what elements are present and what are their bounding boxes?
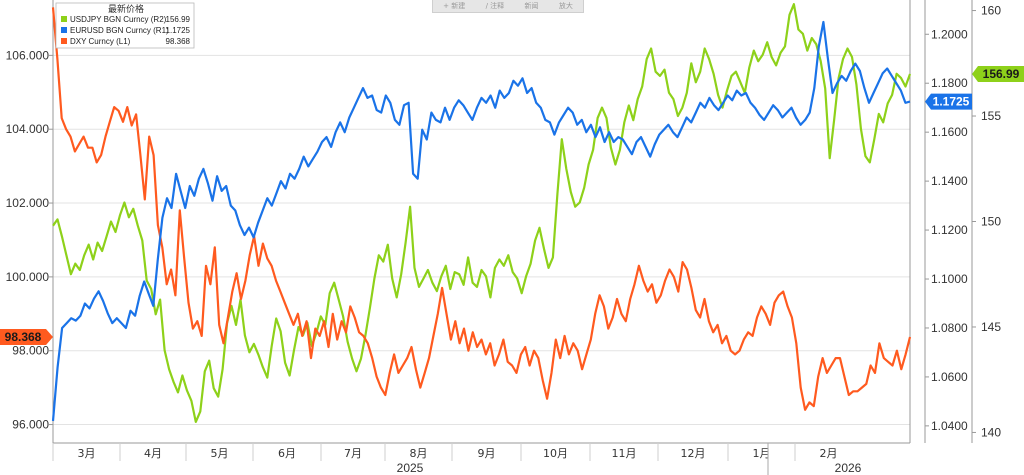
left-tick-label: 96.000 <box>12 418 49 432</box>
toolbar-news-button[interactable]: 新闻 <box>524 2 539 10</box>
eurusd-tick-label: 1.1800 <box>931 76 968 90</box>
x-tick-label: 9月 <box>478 447 496 460</box>
year-label-2025: 2025 <box>397 461 424 475</box>
left-tick-label: 106.000 <box>6 48 50 62</box>
x-tick-label: 1月 <box>753 447 771 460</box>
x-axis: 3月 4月 5月 6月 7月 8月 9月 10月 11月 12月 1月 2月 2025 2026 <box>52 442 910 475</box>
x-tick-label: 2月 <box>820 447 838 460</box>
chart-toolbar: + 新建 / 注释 新闻 放大 <box>432 0 584 13</box>
usdjpy-tick-label: 160 <box>981 4 1001 18</box>
usdjpy-tick-label: 155 <box>981 109 1001 123</box>
left-tick-label: 98.000 <box>12 344 49 358</box>
left-tick-label: 100.000 <box>6 270 50 284</box>
right-axis-eurusd: 1.2000 1.1800 1.1600 1.1400 1.1200 1.1000 1.08… <box>909 0 968 443</box>
x-tick-label: 4月 <box>144 447 162 460</box>
x-tick-label: 6月 <box>278 447 296 460</box>
right-axis-usdjpy: 160 155 150 145 140 <box>971 0 1001 443</box>
x-tick-label: 10月 <box>543 447 568 460</box>
eurusd-tick-label: 1.2000 <box>931 27 968 41</box>
legend: 最新价格 USDJPY BGN Curncy (R2) 156.99 EURUS… <box>55 2 195 49</box>
eurusd-tick-label: 1.1400 <box>931 174 968 188</box>
eurusd-tick-label: 1.1200 <box>931 223 968 237</box>
legend-value-dxy: 98.368 <box>166 37 191 46</box>
toolbar-annotate-button[interactable]: / 注释 <box>485 2 505 10</box>
usdjpy-end-tag <box>972 66 1024 83</box>
left-tick-label: 102.000 <box>6 196 50 210</box>
left-axis: 106.000 104.000 102.000 100.000 98.000 96.000 <box>6 0 54 443</box>
eurusd-tick-label: 1.0600 <box>931 370 968 384</box>
legend-value-usdjpy: 156.99 <box>166 15 191 24</box>
usdjpy-end-label: 156.99 <box>983 67 1020 81</box>
eurusd-tick-label: 1.1600 <box>931 125 968 139</box>
x-tick-label: 7月 <box>344 447 362 460</box>
series-layer <box>51 3 912 423</box>
usdjpy-tick-label: 145 <box>981 320 1001 334</box>
x-tick-label: 12月 <box>681 447 706 460</box>
eurusd-end-label: 1.1725 <box>933 95 970 109</box>
legend-swatch-usdjpy <box>61 16 67 22</box>
legend-swatch-eurusd <box>61 27 67 33</box>
x-tick-label: 3月 <box>78 447 96 460</box>
end-labels: 98.368 1.1725 156.99 <box>0 66 1024 346</box>
series-line-usdjpy <box>52 3 912 423</box>
series-line-eurusd <box>51 20 911 422</box>
toolbar-new-button[interactable]: + 新建 <box>443 2 466 10</box>
usdjpy-tick-label: 150 <box>981 215 1001 229</box>
legend-value-eurusd: 1.1725 <box>166 26 191 35</box>
x-tick-label: 11月 <box>612 447 637 460</box>
legend-label-dxy: DXY Curncy (L1) <box>70 37 131 46</box>
year-label-2026: 2026 <box>835 461 862 475</box>
usdjpy-tick-label: 140 <box>981 425 1001 439</box>
legend-label-usdjpy: USDJPY BGN Curncy (R2) <box>70 15 167 24</box>
eurusd-tick-label: 1.1000 <box>931 272 968 286</box>
series-line-dxy <box>51 7 912 411</box>
eurusd-tick-label: 1.0400 <box>931 419 968 433</box>
legend-title: 最新价格 <box>108 3 144 15</box>
dxy-end-tag <box>0 329 53 346</box>
eurusd-tick-label: 1.0800 <box>931 321 968 335</box>
x-tick-label: 5月 <box>211 447 229 460</box>
legend-swatch-dxy <box>61 38 67 44</box>
x-tick-label: 8月 <box>410 447 428 460</box>
toolbar-zoom-button[interactable]: 放大 <box>558 2 573 10</box>
dxy-end-label: 98.368 <box>5 330 42 344</box>
legend-label-eurusd: EURUSD BGN Curncy (R1) <box>70 26 169 35</box>
left-tick-label: 104.000 <box>6 122 50 136</box>
eurusd-end-tag <box>925 93 972 110</box>
grid-lines <box>53 54 910 426</box>
